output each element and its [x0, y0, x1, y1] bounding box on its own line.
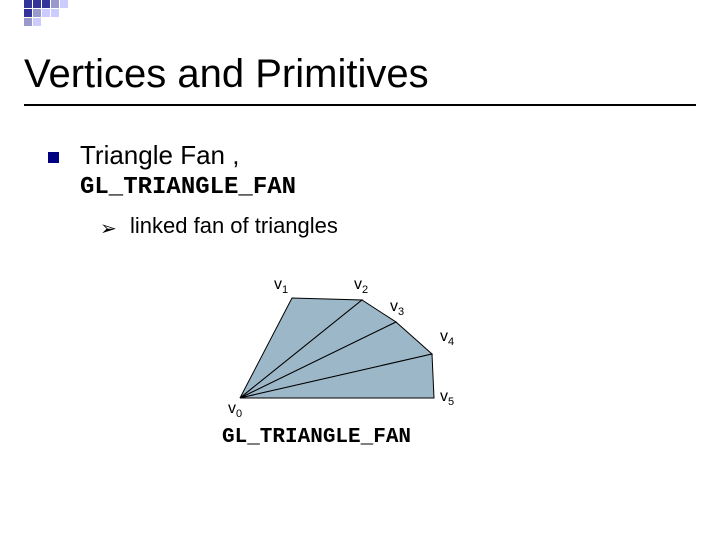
- deco-square: [33, 9, 41, 17]
- sub-bullet-text: linked fan of triangles: [130, 213, 338, 239]
- deco-square: [51, 9, 59, 17]
- vertex-label-v4: v4: [440, 328, 454, 348]
- bullet-line-2: GL_TRIANGLE_FAN: [80, 174, 296, 201]
- vertex-label-v3: v3: [390, 298, 404, 318]
- deco-square: [60, 0, 68, 8]
- title-underline: [24, 104, 696, 106]
- bullet-line-1: Triangle Fan ,: [80, 140, 239, 171]
- vertex-label-v1: v1: [274, 276, 288, 296]
- slide-title: Vertices and Primitives: [24, 52, 429, 97]
- vertex-label-v2: v2: [354, 276, 368, 296]
- deco-square: [24, 9, 32, 17]
- slide-root: Vertices and Primitives Triangle Fan , G…: [0, 0, 720, 540]
- deco-square: [42, 9, 50, 17]
- fan-svg: [210, 280, 470, 420]
- deco-square: [24, 0, 32, 8]
- deco-square: [33, 0, 41, 8]
- vertex-label-v0: v0: [228, 400, 242, 420]
- deco-square: [51, 0, 59, 8]
- deco-square: [24, 18, 32, 26]
- vertex-label-v5: v5: [440, 388, 454, 408]
- sub-bullet-arrow-icon: ➢: [100, 216, 117, 241]
- deco-square: [42, 0, 50, 8]
- deco-square: [33, 18, 41, 26]
- bullet-square-icon: [48, 152, 59, 163]
- triangle-fan-diagram: v0v1v2v3v4v5: [210, 280, 470, 420]
- top-deco: [0, 0, 720, 30]
- diagram-caption: GL_TRIANGLE_FAN: [222, 426, 411, 449]
